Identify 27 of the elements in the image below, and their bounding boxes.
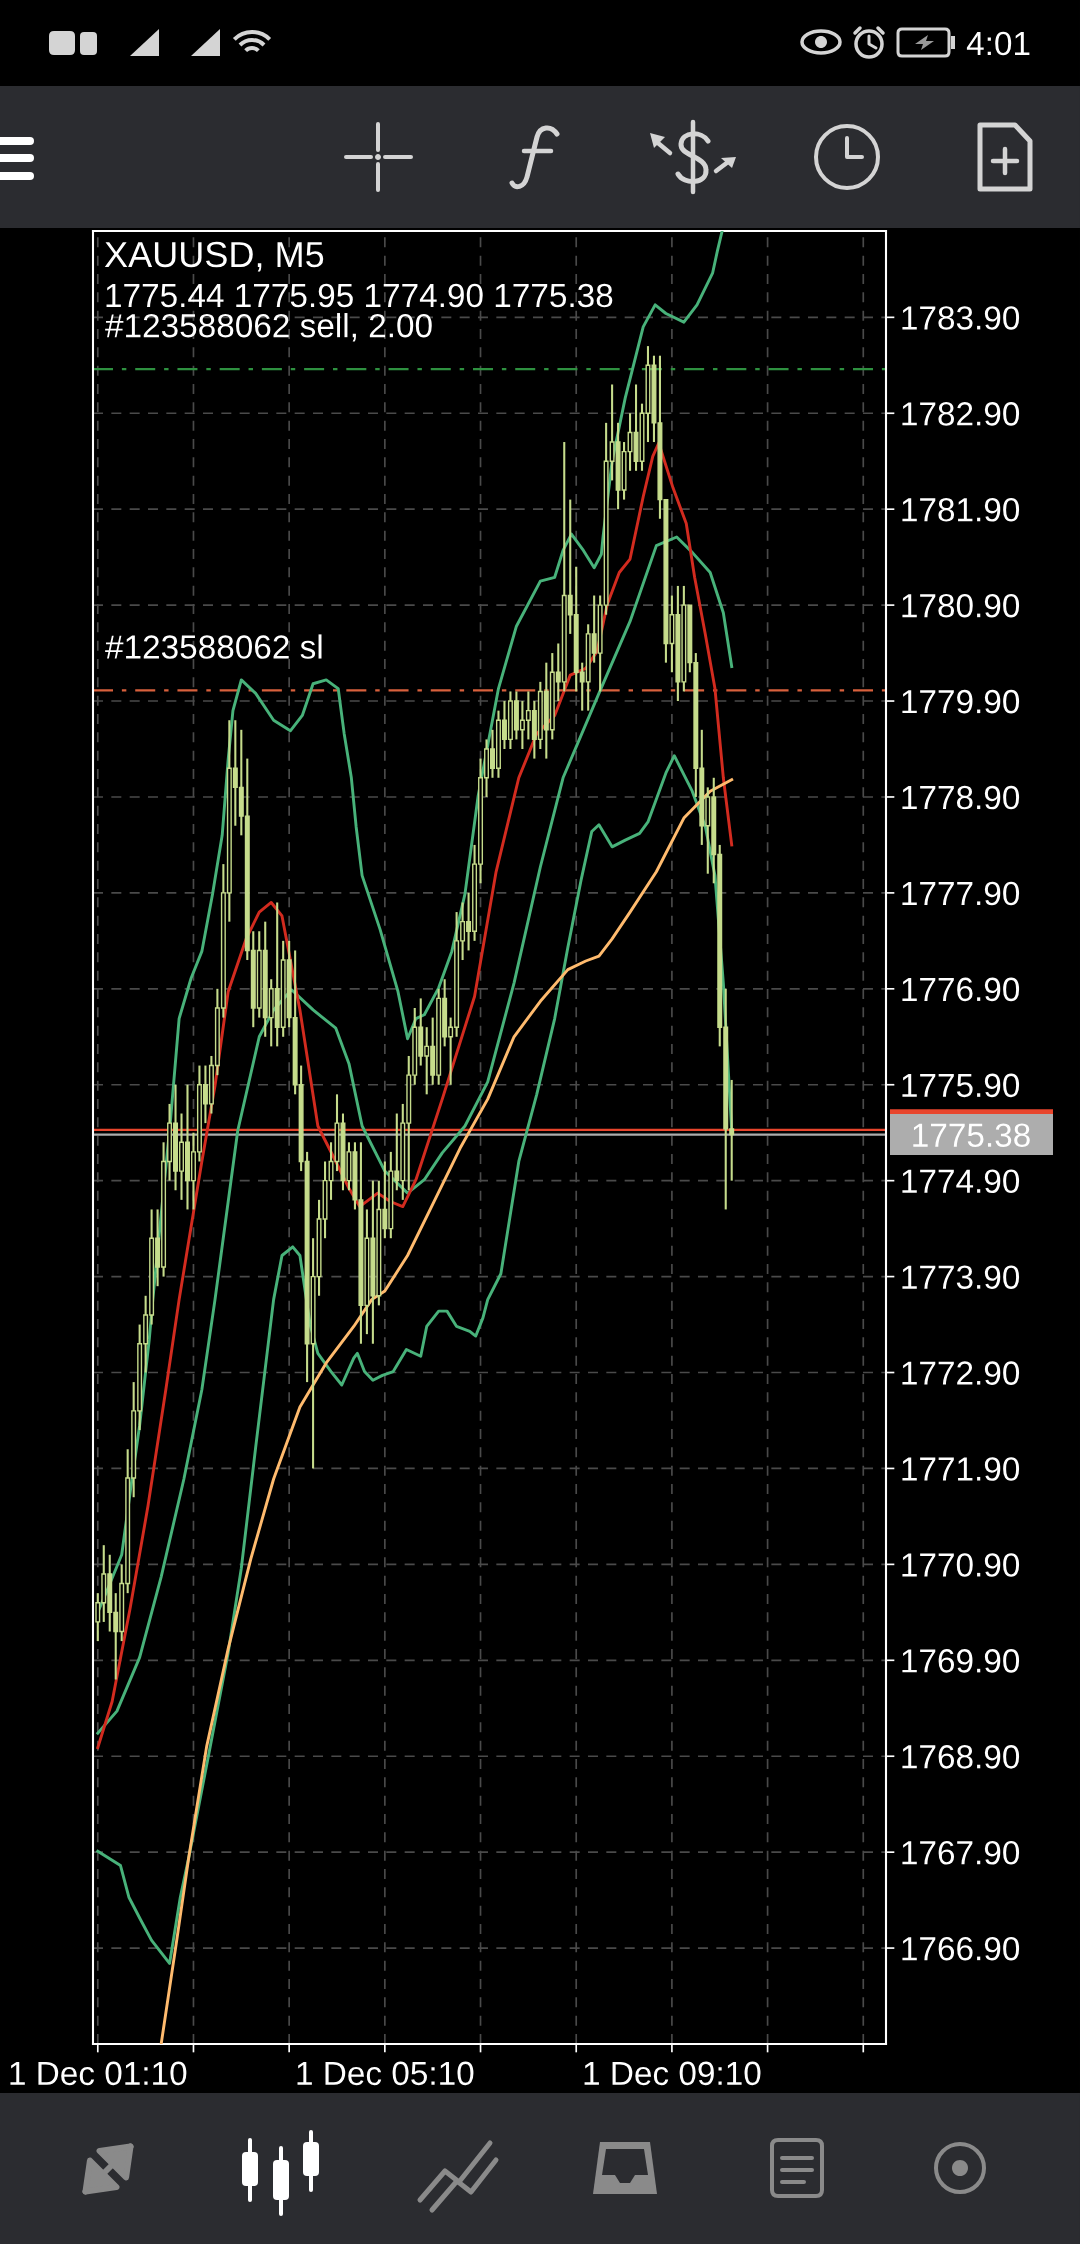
y-tick-label: 1770.90: [902, 1553, 1020, 1577]
y-tick-label: 1777.90: [902, 881, 1020, 906]
ref-line-label: #123588062 sell, 2.00: [105, 313, 432, 342]
y-tick-label: 1774.90: [902, 1169, 1020, 1194]
y-tick-label: 1771.90: [902, 1457, 1020, 1481]
x-tick-label: 1 Dec 05:10: [297, 2061, 474, 2086]
y-tick-label: 1766.90: [902, 1936, 1020, 1961]
ref-line-label: #123588062 sl: [105, 634, 322, 659]
y-tick-label: 1767.90: [902, 1840, 1020, 1865]
y-tick-label: 1781.90: [902, 497, 1020, 522]
x-tick-label: 1 Dec 09:10: [584, 2061, 761, 2086]
ref-line-label: 1775.38: [913, 1123, 1030, 1148]
y-tick-label: 1772.90: [902, 1361, 1020, 1385]
y-tick-label: 1778.90: [902, 785, 1020, 810]
y-tick-label: 1775.90: [902, 1073, 1020, 1098]
text: 1775.44 1775.95 1774.90 1775.38: [106, 283, 613, 308]
y-tick-label: 1782.90: [902, 402, 1020, 426]
y-tick-label: 1773.90: [902, 1265, 1020, 1289]
y-tick-label: 1769.90: [902, 1649, 1020, 1673]
text: 4:01: [966, 31, 1030, 56]
x-tick-label: 1 Dec 01:10: [10, 2061, 187, 2086]
chart-title: XAUUSD, M5: [104, 241, 324, 272]
y-tick-label: 1783.90: [902, 306, 1020, 330]
y-tick-label: 1779.90: [902, 689, 1020, 714]
y-tick-label: 1768.90: [902, 1745, 1020, 1769]
y-tick-label: 1780.90: [902, 593, 1020, 618]
y-tick-label: 1776.90: [902, 977, 1020, 1002]
